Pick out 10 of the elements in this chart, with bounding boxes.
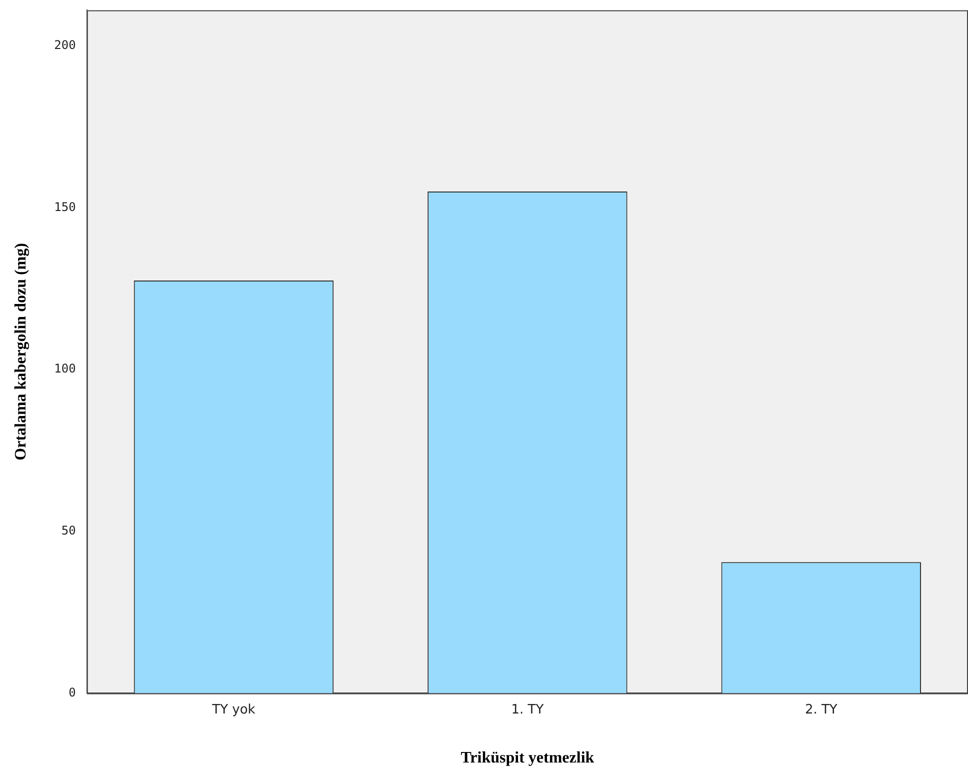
x-axis-title: Triküspit yetmezlik xyxy=(460,750,594,767)
x-tick-label: TY yok xyxy=(211,702,256,718)
x-tick-label: 2. TY xyxy=(804,702,838,718)
y-tick-label: 150 xyxy=(54,200,76,214)
x-tick-label: 1. TY xyxy=(511,702,544,718)
y-axis-title: Ortalama kabergolin dozu (mg) xyxy=(12,243,30,460)
y-tick-label: 200 xyxy=(54,38,76,52)
y-tick-label: 50 xyxy=(61,523,76,538)
y-tick-label: 100 xyxy=(54,362,76,376)
y-tick-label: 0 xyxy=(68,685,76,700)
